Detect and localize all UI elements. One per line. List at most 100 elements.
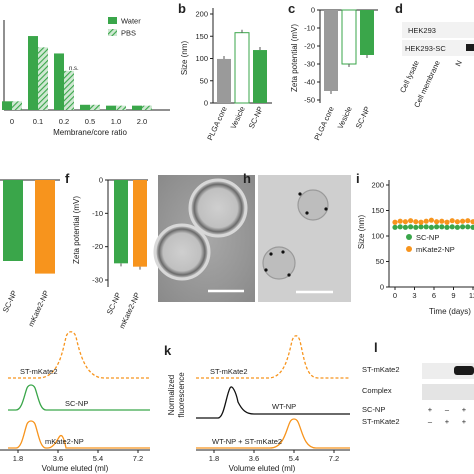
trace-mkate2-np [8, 420, 150, 449]
point-mkate2-np [413, 219, 419, 225]
bar-pbs [64, 70, 74, 110]
panel-l: l ST-mKate2 Complex SC-NP ST-mKate2 + – … [362, 340, 474, 426]
point-mkate2-np [418, 219, 424, 225]
panel-c-xtick: PLGA core [312, 105, 335, 142]
panel-i-y-label: Size (nm) [357, 215, 366, 250]
point-sc-np [454, 224, 460, 230]
panel-c-ytick-label: -10 [304, 24, 315, 33]
panel-d-label: d [395, 1, 403, 16]
point-sc-np [434, 224, 440, 230]
panel-b-xtick: SC-NP [247, 105, 265, 130]
blot-row-2 [402, 40, 474, 56]
point-sc-np [402, 224, 408, 230]
panel-i-label: i [356, 171, 360, 186]
panel-a-xtick: 0.1 [33, 117, 43, 126]
panel-a-x-label: Membrane/core ratio [53, 128, 127, 137]
point-mkate2-np [402, 219, 408, 225]
point-mkate2-np [408, 218, 414, 224]
bar-water [80, 104, 90, 110]
panel-h: h [243, 171, 351, 302]
sign: – [428, 417, 433, 426]
panel-i-xtick-label: 0 [393, 291, 397, 300]
panel-i-xtick-label: 9 [451, 291, 455, 300]
tem-particle-2 [153, 223, 211, 281]
bar [114, 180, 128, 264]
gold-dot [264, 268, 268, 272]
panel-k-y-label-2: fluorescence [177, 372, 186, 418]
panel-e-xtick-2: mKate2-NP [26, 289, 51, 328]
panel-f-xtick-1: SC-NP [105, 291, 123, 316]
panel-b-y-label: Size (nm) [180, 41, 189, 76]
panel-c-xtick: SC-NP [354, 105, 372, 130]
sign: + [428, 405, 433, 414]
trace-label-sc-np: SC-NP [65, 399, 88, 408]
panel-a-xtick: 0.5 [85, 117, 95, 126]
bar-pbs [38, 47, 48, 110]
panel-f-ytick-label: -30 [92, 276, 103, 285]
point-mkate2-np [454, 219, 460, 225]
bar-water [54, 53, 64, 110]
panel-a-xtick: 0 [10, 117, 14, 126]
sign: – [445, 405, 450, 414]
panel-h-label: h [243, 171, 251, 186]
panel-d-xtick-1: Cell lysate [398, 59, 421, 94]
bar-water [28, 36, 38, 110]
xtick-label: 5.4 [93, 454, 103, 463]
panel-i-xtick-label: 3 [412, 291, 416, 300]
bar [217, 58, 231, 103]
panel-c-ytick-label: -50 [304, 96, 315, 105]
panel-c-ytick-label: -20 [304, 42, 315, 51]
panel-j: ST-mKate2 SC-NP mKate2-NP 1.8 3.6 5.4 7.2 V… [0, 331, 150, 473]
xtick-label: 5.4 [289, 454, 299, 463]
point-mkate2-np [423, 218, 429, 224]
gold-dot [287, 273, 291, 277]
point-sc-np [470, 224, 474, 230]
bar [133, 180, 147, 267]
trace-k-st-mkate2 [196, 335, 350, 379]
panel-i: i Size (nm) 0 50 100 150 200 0 3 6 9 12 Time (da… [356, 171, 474, 316]
bar-pbs [116, 105, 126, 110]
xtick-label: 1.8 [13, 454, 23, 463]
trace-label-k-wt-np: WT-NP [272, 402, 296, 411]
panel-i-xtick-label: 12 [469, 291, 474, 300]
point-mkate2-np [465, 218, 471, 224]
panel-b-ytick-label: 150 [195, 32, 208, 41]
panel-f-ytick-label: -10 [92, 209, 103, 218]
panel-k: k Normalized fluorescence ST-mKate2 WT-N… [164, 335, 350, 473]
panel-b: b Size (nm) 0 50 100 150 200 PLGA core Vesicl… [178, 1, 272, 142]
legend-sc-np-label: SC-NP [416, 233, 439, 242]
gold-dot [305, 211, 309, 215]
bar [253, 50, 267, 103]
panel-l-label: l [374, 340, 378, 355]
gold-dot [269, 252, 273, 256]
panel-d-xtick-3: N [453, 59, 463, 68]
panel-g: g [153, 171, 255, 302]
panel-b-xtick: PLGA core [205, 105, 228, 142]
annotation-ns: n.s. [69, 66, 79, 72]
point-mkate2-np [444, 219, 450, 225]
panel-c-ytick-label: 0 [311, 6, 315, 15]
trace-k-wt-np [196, 386, 350, 419]
bar [341, 9, 357, 65]
legend-mkate2-np-label: mKate2-NP [416, 245, 455, 254]
panel-l-row-1-label: ST-mKate2 [362, 365, 400, 374]
sign: + [462, 405, 467, 414]
bar-water [2, 101, 12, 110]
panel-c-xtick: Vesicle [336, 105, 354, 130]
blot-band [466, 44, 474, 51]
bar [234, 32, 250, 104]
panel-a: Water PBS n.s. 0 0.1 0.2 0.5 1.0 2.0 Membrane… [2, 17, 170, 137]
blot-row-1 [402, 22, 474, 38]
point-sc-np [444, 224, 450, 230]
point-sc-np [397, 224, 403, 230]
point-sc-np [449, 224, 455, 230]
panel-b-xtick: Vesicle [229, 105, 247, 130]
panel-i-x-label: Time (days) [429, 307, 471, 316]
point-mkate2-np [449, 218, 455, 224]
trace-label-k-wt-np-st-mkate2: WT-NP + ST-mKate2 [212, 437, 282, 446]
panel-k-label: k [164, 343, 172, 358]
panel-c: c Zeta potential (mV) 0 -10 -20 -30 -40 -50 P… [288, 1, 378, 142]
legend-water-swatch [108, 17, 117, 24]
point-sc-np [439, 224, 445, 230]
legend-pbs-swatch [108, 29, 117, 36]
